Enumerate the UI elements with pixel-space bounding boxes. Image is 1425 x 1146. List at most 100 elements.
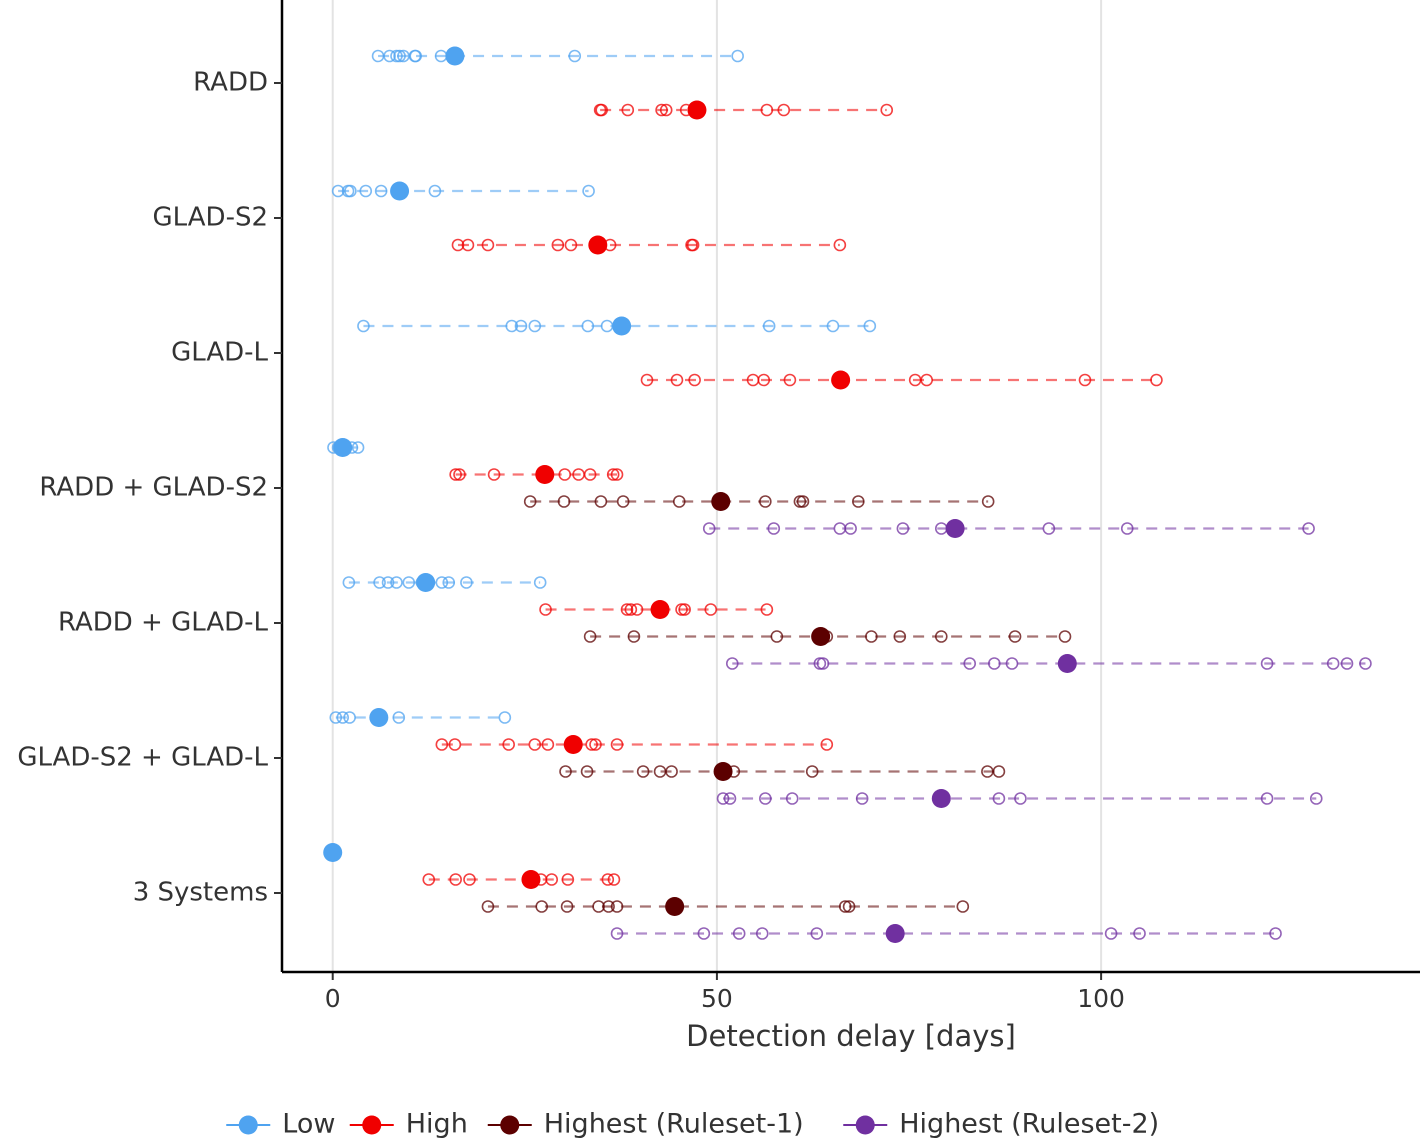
- mean-dot: [711, 492, 731, 511]
- point: [842, 900, 856, 913]
- mean-dot: [445, 46, 465, 66]
- point: [461, 238, 475, 252]
- point: [855, 792, 869, 805]
- mean-dot: [521, 870, 541, 889]
- point: [487, 468, 501, 481]
- point: [759, 792, 772, 805]
- point: [672, 495, 686, 508]
- point: [675, 603, 688, 616]
- point: [863, 319, 877, 333]
- point: [1042, 522, 1056, 535]
- point: [725, 657, 739, 670]
- mean-dot: [563, 735, 583, 754]
- point: [557, 495, 571, 508]
- point: [381, 576, 395, 589]
- mean-dot: [390, 181, 410, 201]
- point: [686, 238, 700, 252]
- point: [589, 738, 602, 751]
- x-tick-label: 100: [1077, 984, 1125, 1013]
- point: [988, 657, 1001, 670]
- point: [1269, 927, 1282, 940]
- point: [838, 900, 852, 913]
- mean-dot: [945, 519, 965, 538]
- point: [636, 765, 650, 778]
- point: [1104, 927, 1118, 940]
- point: [545, 873, 559, 886]
- x-tick-label: 0: [325, 984, 341, 1013]
- point: [731, 49, 744, 63]
- point: [342, 576, 356, 589]
- point: [561, 873, 575, 886]
- point: [505, 319, 519, 333]
- point: [1058, 630, 1072, 643]
- point: [357, 319, 370, 333]
- mean-dot: [1057, 654, 1077, 673]
- y-tick-label: GLAD-S2 + GLAD-L: [17, 743, 268, 773]
- mean-dot: [535, 465, 555, 484]
- point: [539, 603, 552, 616]
- point: [665, 765, 678, 778]
- point: [393, 49, 406, 63]
- y-tick-label: RADD + GLAD-S2: [39, 473, 268, 503]
- point: [760, 603, 774, 616]
- point: [558, 468, 572, 481]
- point: [844, 522, 857, 535]
- point: [463, 873, 476, 886]
- point: [610, 927, 624, 940]
- point: [820, 738, 834, 751]
- x-tick-label: 50: [701, 984, 733, 1013]
- point: [1150, 373, 1163, 387]
- point: [992, 792, 1006, 805]
- point: [992, 765, 1006, 778]
- point: [793, 495, 807, 508]
- point: [435, 738, 449, 751]
- point: [865, 630, 878, 643]
- point: [390, 576, 403, 589]
- point: [583, 468, 597, 481]
- point: [1005, 657, 1019, 670]
- point: [851, 495, 865, 508]
- y-tick-label: RADD + GLAD-L: [58, 608, 269, 638]
- point: [559, 765, 572, 778]
- point: [582, 184, 595, 198]
- mean-dot: [665, 897, 685, 916]
- point: [783, 373, 797, 387]
- point: [481, 238, 495, 252]
- point: [880, 103, 894, 117]
- mean-dot: [811, 627, 831, 646]
- mean-dot: [713, 762, 733, 781]
- point: [343, 711, 356, 724]
- point: [640, 373, 654, 387]
- point: [606, 468, 620, 481]
- point: [564, 238, 578, 252]
- point: [460, 576, 473, 589]
- point: [601, 873, 615, 886]
- point: [760, 103, 774, 117]
- point: [535, 900, 549, 913]
- point: [528, 319, 542, 333]
- mean-dot: [687, 100, 707, 120]
- point: [762, 319, 776, 333]
- point: [833, 238, 847, 252]
- point: [1340, 657, 1354, 670]
- point: [481, 900, 495, 913]
- point: [621, 103, 635, 117]
- point: [422, 873, 436, 886]
- point: [453, 468, 466, 481]
- point: [1078, 373, 1092, 387]
- point: [956, 900, 970, 913]
- point: [1014, 792, 1027, 805]
- point: [896, 522, 910, 535]
- point: [551, 238, 565, 252]
- point: [373, 576, 386, 589]
- point: [616, 495, 630, 508]
- legend-label: High: [406, 1109, 468, 1140]
- point: [810, 927, 824, 940]
- point: [659, 103, 673, 117]
- point: [594, 495, 608, 508]
- point: [1326, 657, 1340, 670]
- point: [428, 184, 442, 198]
- legend-label: Highest (Ruleset-1): [544, 1109, 804, 1140]
- point: [1260, 657, 1274, 670]
- point: [757, 373, 771, 387]
